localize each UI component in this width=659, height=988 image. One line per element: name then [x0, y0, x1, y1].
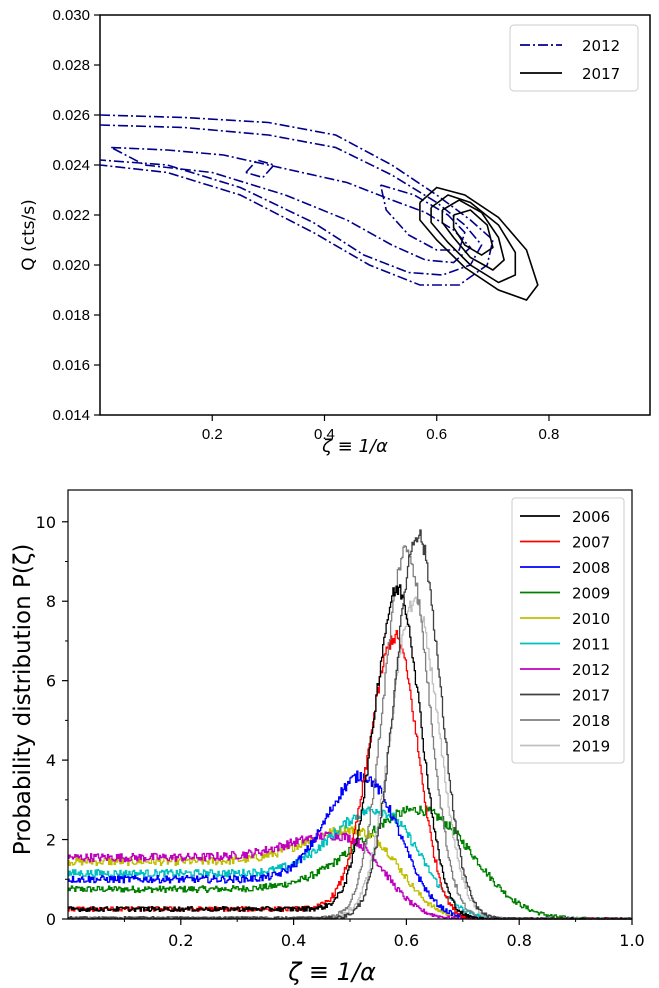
y-tick-label: 0.020: [52, 257, 90, 274]
contour-line-2012: [99, 114, 494, 286]
legend-label-2012: 2012: [572, 661, 610, 679]
x-tick-label: 0.4: [281, 931, 306, 950]
contour-line-2012: [99, 124, 483, 276]
x-tick-label: 1.0: [619, 931, 644, 950]
contour-line-2017: [441, 199, 505, 271]
contour-line-2017: [419, 186, 539, 301]
y-tick-label: 10: [36, 513, 56, 532]
legend-label-2019: 2019: [572, 738, 610, 756]
contour-chart: 0.2 0.4 0.6 0.8 0.014 0.016 0.018 0.020 0.022 0.0…: [19, 7, 651, 457]
y-tick-label: 0.028: [52, 57, 90, 74]
y-tick-label: 0.018: [52, 307, 90, 324]
legend-label-2017: 2017: [582, 65, 620, 83]
x-tick-label: 0.2: [202, 426, 223, 443]
legend-box: [509, 24, 639, 92]
x-axis-title: ζ ≡ 1/α: [287, 958, 376, 986]
legend-label-2011: 2011: [572, 636, 610, 654]
y-tick-label: 0.024: [52, 157, 90, 174]
y-tick-label: 0.014: [52, 407, 90, 424]
legend-label-2017: 2017: [572, 687, 610, 705]
contour-line-2012: [110, 146, 472, 264]
contour-line-2017: [452, 209, 494, 256]
legend-label-2010: 2010: [572, 610, 610, 628]
legend-label-2007: 2007: [572, 534, 610, 552]
y-axis-title: Q (cts/s): [19, 199, 39, 271]
contour-line-2017: [430, 194, 517, 284]
x-tick-label: 0.8: [539, 426, 560, 443]
y-tick-label: 0.016: [52, 357, 90, 374]
legend-box: [511, 497, 625, 764]
y-tick-label: 0: [46, 910, 56, 929]
contour-line-2012: [245, 159, 276, 179]
x-tick-label: 0.6: [426, 426, 447, 443]
contour-line-2012: [379, 184, 466, 251]
histogram-chart: 0.2 0.4 0.6 0.8 1.0 0 2 4 6 8 10 ζ ≡ 1/α Probability…: [10, 489, 645, 986]
x-tick-label: 0.4: [314, 426, 335, 443]
x-tick-label: 0.6: [394, 931, 419, 950]
y-tick-label: 6: [46, 672, 56, 691]
legend-label-2018: 2018: [572, 712, 610, 730]
x-tick-label: 0.8: [506, 931, 531, 950]
legend-label-2008: 2008: [572, 559, 610, 577]
histogram-series-2009: [68, 805, 632, 920]
legend-label-2006: 2006: [572, 508, 610, 526]
x-tick-label: 0.2: [168, 931, 193, 950]
y-tick-label: 4: [46, 751, 56, 770]
y-tick-label: 0.026: [52, 107, 90, 124]
y-axis-title: Probability distribution P(ζ): [10, 544, 36, 856]
histogram-series-2008: [68, 770, 632, 920]
legend-label-2009: 2009: [572, 585, 610, 603]
y-tick-label: 2: [46, 831, 56, 850]
y-tick-label: 0.022: [52, 207, 90, 224]
histogram-series-2017: [68, 529, 632, 920]
x-axis-title: ζ ≡ 1/α: [321, 436, 388, 457]
legend-label-2012: 2012: [582, 37, 620, 55]
y-tick-label: 8: [46, 592, 56, 611]
y-tick-label: 0.030: [52, 7, 90, 24]
